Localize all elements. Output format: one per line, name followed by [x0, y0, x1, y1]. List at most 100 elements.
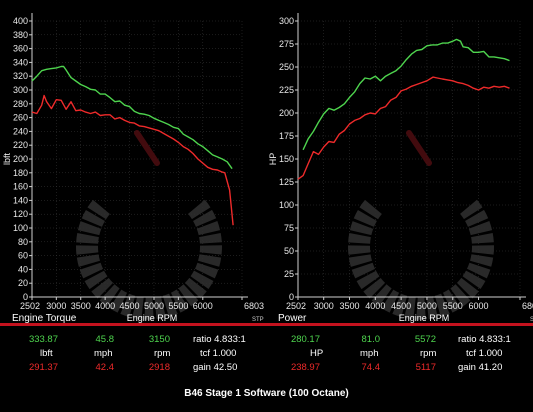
power-series-red-line [297, 76, 510, 180]
torque-x-tick-label: 3000 [46, 301, 66, 311]
power-y-tick-label: 25 [284, 269, 294, 279]
tcf-text-right: tcf 1.000 [466, 348, 503, 359]
torque-y-tick-label: 160 [13, 182, 28, 192]
torque-unit-label: lbft [40, 348, 53, 359]
torque-watermark-logo [76, 130, 222, 320]
gain-text-right: gain 41.20 [458, 362, 503, 373]
power-green-rpm: 5572 [414, 334, 436, 345]
torque-y-tick-label: 340 [13, 57, 28, 67]
tcf-text: tcf 1.000 [200, 348, 237, 359]
torque-y-tick-label: 20 [18, 278, 28, 288]
torque-chart: 0 20 40 60 80 100 120 140 160 180 200 220 240 260 280 3… [2, 13, 264, 324]
power-green-value: 280.17 [290, 334, 320, 345]
torque-red-speed: 42.4 [95, 362, 115, 373]
power-watermark-logo [348, 130, 494, 320]
power-y-tick-label: 150 [279, 154, 294, 164]
torque-y-tick-label: 300 [13, 85, 28, 95]
torque-green-rpm: 3150 [148, 334, 170, 345]
torque-y-tick-label: 120 [13, 209, 28, 219]
torque-y-tick-label: 140 [13, 195, 28, 205]
power-y-tick-label: 100 [279, 200, 294, 210]
torque-y-tick-label: 0 [23, 292, 28, 302]
power-x-tick-label: 5000 [417, 301, 437, 311]
chart-footer-title: B46 Stage 1 Software (100 Octane) [184, 388, 349, 399]
torque-red-value: 291.37 [28, 362, 58, 373]
torque-red-rpm: 2918 [148, 362, 170, 373]
power-x-tick-label: 6803 [522, 301, 533, 311]
power-x-tick-label: 4000 [365, 301, 385, 311]
torque-y-tick-label: 260 [13, 113, 28, 123]
power-x-axis-label: Engine RPM [399, 313, 450, 323]
power-chart: 0 25 50 75 100 125 150 175 200 225 250 275 300 2502 30… [268, 13, 533, 324]
power-red-speed: 74.4 [361, 362, 381, 373]
torque-y-tick-label: 180 [13, 168, 28, 178]
accent-divider [0, 323, 533, 326]
torque-x-tick-label: 2502 [20, 301, 40, 311]
torque-chart-title: Engine Torque [12, 313, 77, 323]
power-x-tick-label: 4500 [391, 301, 411, 311]
torque-x-unit-label: STP [252, 317, 264, 323]
power-logo-arc [348, 199, 494, 320]
torque-y-tick-label: 320 [13, 71, 28, 81]
torque-x-tick-label: 5000 [144, 301, 164, 311]
torque-y-axis-label: lbft [2, 153, 12, 166]
torque-x-tick-label: 4500 [120, 301, 140, 311]
torque-y-tick-label: 100 [13, 223, 28, 233]
power-series-green-line [302, 38, 510, 151]
power-x-tick-label: 5500 [443, 301, 463, 311]
power-y-tick-label: 175 [279, 131, 294, 141]
torque-y-tick-label: 280 [13, 99, 28, 109]
torque-series-red-line [31, 94, 234, 226]
torque-y-tick-label: 360 [13, 44, 28, 54]
torque-series-green-line [31, 65, 233, 170]
torque-x-axis-label: Engine RPM [127, 313, 178, 323]
rpm-unit-label: rpm [154, 348, 171, 359]
torque-y-tick-label: 240 [13, 126, 28, 136]
torque-green-value: 333.87 [28, 334, 58, 345]
torque-y-tick-label: 220 [13, 140, 28, 150]
power-unit-label: HP [310, 348, 324, 359]
torque-x-tick-label: 5500 [168, 301, 188, 311]
torque-logo-arc [76, 199, 222, 320]
power-x-tick-label: 6000 [469, 301, 489, 311]
power-logo-needle [406, 130, 432, 166]
power-y-tick-label: 300 [279, 16, 294, 26]
torque-y-tick-label: 380 [13, 30, 28, 40]
power-y-tick-label: 275 [279, 39, 294, 49]
readout-panel: 333.87 45.8 3150 lbft mph rpm 291.37 42.… [0, 326, 533, 386]
speed-unit-label-right: mph [360, 348, 379, 359]
torque-green-speed: 45.8 [95, 334, 115, 345]
power-red-value: 238.97 [290, 362, 320, 373]
power-y-tick-label: 250 [279, 62, 294, 72]
power-x-tick-label: 3500 [339, 301, 359, 311]
torque-y-tick-label: 200 [13, 154, 28, 164]
power-green-speed: 81.0 [361, 334, 381, 345]
ratio-text-right: ratio 4.833:1 [458, 334, 511, 345]
power-y-tick-label: 125 [279, 177, 294, 187]
power-x-unit-label: STP [530, 317, 533, 323]
power-y-tick-label: 225 [279, 85, 294, 95]
torque-x-tick-label: 6803 [244, 301, 264, 311]
power-y-axis-label: HP [268, 153, 278, 166]
power-y-tick-label: 200 [279, 108, 294, 118]
torque-logo-needle [134, 130, 160, 166]
power-red-rpm: 5117 [415, 362, 436, 373]
torque-x-tick-label: 4000 [95, 301, 115, 311]
power-x-tick-label: 3000 [314, 301, 334, 311]
dyno-charts: 0 20 40 60 80 100 120 140 160 180 200 220 240 260 280 3… [2, 13, 533, 324]
power-x-tick-label: 2502 [286, 301, 306, 311]
torque-y-tick-label: 60 [18, 251, 28, 261]
gain-text: gain 42.50 [193, 362, 238, 373]
torque-y-tick-label: 40 [18, 264, 28, 274]
torque-x-tick-label: 3500 [71, 301, 91, 311]
power-y-tick-label: 50 [284, 246, 294, 256]
speed-unit-label: mph [94, 348, 113, 359]
torque-x-tick-label: 6000 [193, 301, 213, 311]
torque-y-tick-label: 400 [13, 16, 28, 26]
power-y-tick-label: 0 [289, 292, 294, 302]
dyno-chart-area: 0 20 40 60 80 100 120 140 160 180 200 220 240 260 280 3… [2, 13, 533, 324]
ratio-text: ratio 4.833:1 [193, 334, 246, 345]
power-chart-title: Power [278, 313, 307, 323]
power-y-tick-label: 75 [284, 223, 294, 233]
rpm-unit-label-right: rpm [420, 348, 437, 359]
